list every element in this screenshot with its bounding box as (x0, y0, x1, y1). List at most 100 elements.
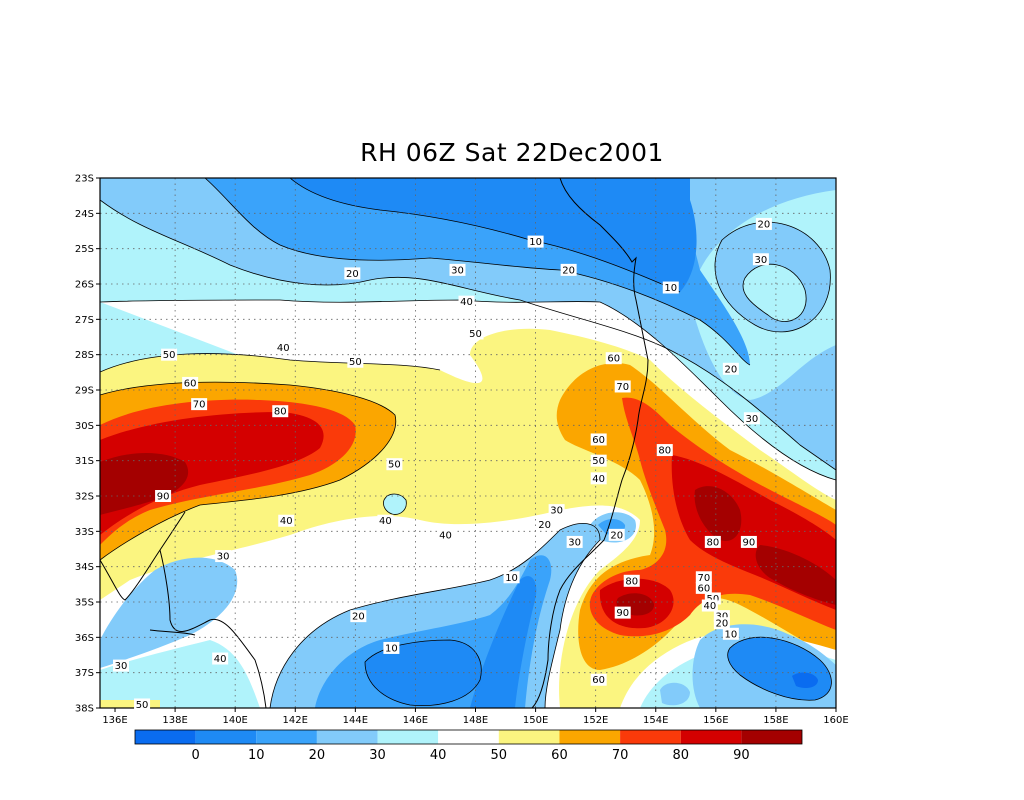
contour-label-bg (695, 581, 712, 594)
contour-label-bg (350, 610, 367, 623)
contour-label-bg (383, 641, 400, 654)
contour-label: 30 (752, 253, 769, 266)
y-tick-label: 23S (75, 174, 94, 185)
x-tick-label: 154E (643, 715, 668, 726)
contour-label: 10 (383, 641, 400, 654)
contour-label-bg (704, 535, 721, 548)
contour-label-bg (212, 652, 229, 665)
contour-label: 40 (701, 599, 718, 612)
contour-label-bg (347, 355, 364, 368)
contour-label: 20 (350, 610, 367, 623)
contour-label: 40 (590, 472, 607, 485)
sw-dry-cell (100, 557, 238, 668)
contour-label-text: 30 (568, 537, 581, 548)
contour-label: 80 (623, 574, 640, 587)
colorbar-swatch (620, 730, 681, 744)
contour-label-text: 90 (616, 608, 629, 619)
y-tick-label: 28S (75, 350, 94, 361)
coastline (531, 178, 649, 708)
contour-label-bg (701, 599, 718, 612)
contour-label: 30 (548, 504, 565, 517)
contour-label-text: 80 (274, 407, 287, 418)
colorbar-label: 60 (551, 748, 568, 763)
y-tick-label: 24S (75, 209, 94, 220)
contour-label: 50 (590, 454, 607, 467)
colorbar-swatch (195, 730, 257, 744)
colorbar-swatch (256, 730, 317, 744)
contour-label-text: 20 (715, 619, 728, 630)
contour-label-bg (134, 698, 151, 711)
contour-label-bg (713, 617, 730, 630)
colorbar-swatch (438, 730, 499, 744)
contour-label-text: 60 (184, 378, 197, 389)
contour-label-bg (656, 444, 673, 457)
east-dry-core (742, 264, 807, 322)
contour-label-bg (161, 348, 178, 361)
contour-label: 20 (536, 518, 553, 531)
contour-lines (100, 178, 836, 708)
contour-label-text: 20 (352, 612, 365, 623)
contour-label: 90 (614, 606, 631, 619)
contour-label-bg (191, 398, 208, 411)
contour-label-bg (458, 295, 475, 308)
colorbar-swatch (377, 730, 439, 744)
contour-label-text: 40 (703, 601, 716, 612)
contour-label-text: 80 (658, 446, 671, 457)
contour-label-text: 50 (706, 594, 719, 605)
contour-label: 50 (386, 458, 403, 471)
contour-label-text: 20 (724, 364, 737, 375)
x-tick-label: 160E (823, 715, 848, 726)
contour-label-text: 40 (214, 654, 227, 665)
colorbar-label: 10 (248, 748, 265, 763)
x-tick-label: 150E (523, 715, 548, 726)
band-90-plus-east2 (755, 545, 836, 605)
colorbar-swatch (316, 730, 378, 744)
contour-label-text: 90 (743, 537, 756, 548)
x-tick-label: 138E (162, 715, 187, 726)
contour-label-text: 60 (697, 583, 710, 594)
contour-label: 50 (467, 327, 484, 340)
colorbar-label: 70 (612, 748, 629, 763)
contour-label-bg (377, 514, 394, 527)
contour-label-text: 40 (379, 516, 392, 527)
contour-label: 30 (566, 535, 583, 548)
colorbar-swatch (680, 730, 742, 744)
contour-label-bg (503, 571, 520, 584)
contour-label-text: 70 (616, 382, 629, 393)
chart-title: RH 06Z Sat 22Dec2001 (360, 138, 664, 167)
contour-label: 30 (743, 412, 760, 425)
contour-label-bg (449, 263, 466, 276)
contour-label-text: 30 (217, 552, 230, 563)
x-tick-label: 146E (403, 715, 428, 726)
contour-label-bg (722, 362, 739, 375)
y-axis: 23S 24S 25S 26S 27S 28S 29S 30S 31S 32S 33S 34S 35S 3… (75, 174, 100, 715)
contour-label: 30 (215, 550, 232, 563)
contour-label-text: 10 (385, 643, 398, 654)
y-tick-label: 30S (75, 421, 94, 432)
contour-label-text: 80 (625, 576, 638, 587)
contour-label-bg (608, 528, 625, 541)
contour-label-bg (155, 490, 172, 502)
contour-label: 40 (377, 514, 394, 527)
contour-label-text: 10 (724, 629, 737, 640)
contour-label-text: 30 (115, 661, 128, 672)
contour-label-text: 50 (163, 350, 176, 361)
contour-label: 60 (695, 581, 712, 594)
contour-label-text: 50 (469, 329, 482, 340)
contour-label-text: 90 (157, 492, 170, 503)
y-tick-label: 27S (75, 315, 94, 326)
contour-label: 40 (212, 652, 229, 665)
colorbar-frame (134, 729, 803, 745)
contour-label-bg (536, 518, 553, 531)
contour-label: 70 (614, 380, 631, 393)
contour-label-text: 60 (607, 354, 620, 365)
contour-label-bg (590, 673, 607, 686)
contour-label-bg (275, 341, 292, 354)
x-tick-label: 152E (583, 715, 608, 726)
y-tick-label: 34S (75, 562, 94, 573)
contour-label: 60 (605, 352, 622, 365)
contour-label-bg (740, 535, 757, 548)
contour-label-bg (560, 263, 577, 276)
contour-label-text: 40 (592, 474, 605, 485)
